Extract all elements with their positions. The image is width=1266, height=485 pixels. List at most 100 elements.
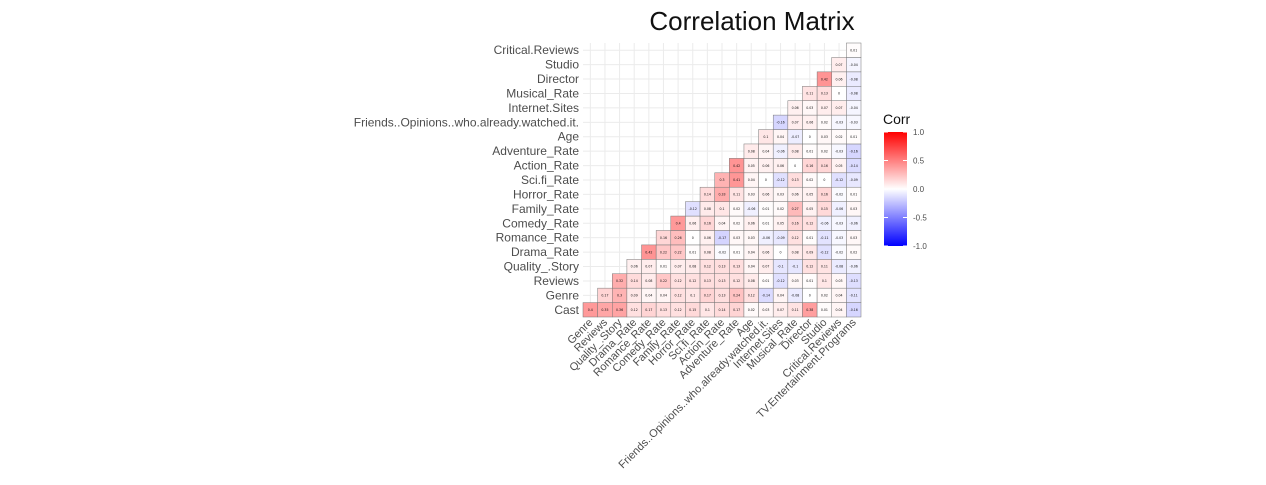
chart-title: Correlation Matrix — [649, 6, 854, 36]
cell-value-label: 0.02 — [821, 294, 828, 298]
cell-value-label: 0.02 — [733, 221, 740, 225]
cell-value-label: 0.22 — [675, 250, 682, 254]
cell-value-label: 0.1 — [822, 279, 827, 283]
cell-value-label: 0 — [809, 294, 811, 298]
cell-value-label: 0.42 — [821, 77, 828, 81]
cell-value-label: 0.02 — [777, 207, 784, 211]
cell-value-label: 0.03 — [850, 236, 857, 240]
cell-value-label: 0.1 — [719, 207, 724, 211]
cell-value-label: -0.06 — [747, 207, 755, 211]
cell-value-label: 0.03 — [850, 207, 857, 211]
cell-value-label: 0.01 — [850, 193, 857, 197]
legend-tick-label: 1.0 — [913, 128, 925, 137]
cell-value-label: 0.07 — [835, 106, 842, 110]
cell-value-label: 0 — [838, 92, 840, 96]
cell-value-label: -0.03 — [835, 236, 843, 240]
cell-value-label: -0.03 — [835, 221, 843, 225]
cell-value-label: 0.12 — [689, 279, 696, 283]
cell-value-label: -0.1 — [777, 265, 783, 269]
cell-value-label: -0.06 — [850, 221, 858, 225]
cell-value-label: 0.06 — [762, 193, 769, 197]
cell-value-label: -0.02 — [835, 250, 843, 254]
cell-value-label: 0.01 — [821, 308, 828, 312]
y-axis-label: Director — [537, 72, 579, 86]
cell-value-label: 0.11 — [821, 265, 828, 269]
cell-value-label: -0.08 — [835, 265, 843, 269]
cell-value-label: 0.16 — [792, 221, 799, 225]
cell-value-label: -0.16 — [850, 149, 858, 153]
legend-tick-label: 0.0 — [913, 185, 925, 194]
cell-value-label: 0.03 — [821, 135, 828, 139]
cell-value-label: 0 — [780, 250, 782, 254]
cell-value-label: 0.4 — [588, 308, 593, 312]
cell-value-label: 0.1 — [690, 294, 695, 298]
cell-value-label: 0.12 — [631, 308, 638, 312]
cell-value-label: 0.02 — [748, 308, 755, 312]
cell-value-label: -0.14 — [850, 164, 858, 168]
cell-value-label: 0.22 — [660, 250, 667, 254]
cell-value-label: 0.06 — [835, 77, 842, 81]
cell-value-label: 0.03 — [748, 236, 755, 240]
cell-value-label: 0.08 — [792, 149, 799, 153]
cell-value-label: 0.41 — [733, 178, 740, 182]
cell-value-label: 0.12 — [675, 279, 682, 283]
cell-value-label: 0.03 — [835, 279, 842, 283]
cell-value-label: 0 — [765, 178, 767, 182]
y-axis-label: Age — [558, 130, 580, 144]
cell-value-label: -0.08 — [791, 294, 799, 298]
y-axis-label: Comedy_Rate — [502, 216, 579, 230]
cell-value-label: 0.02 — [806, 178, 813, 182]
cell-value-label: 0.11 — [733, 193, 740, 197]
cell-value-label: 0.17 — [645, 308, 652, 312]
cell-value-label: 0.15 — [821, 207, 828, 211]
cell-value-label: 0.13 — [718, 279, 725, 283]
y-axis-label: Action_Rate — [514, 159, 580, 173]
cell-value-label: 0.35 — [601, 308, 608, 312]
legend-tick-label: -0.5 — [913, 214, 927, 223]
cell-value-label: -0.11 — [850, 294, 858, 298]
cell-value-label: 0.02 — [733, 207, 740, 211]
cell-value-label: -0.1 — [792, 265, 798, 269]
cell-value-label: 0.3 — [617, 294, 622, 298]
cell-value-label: -0.06 — [820, 221, 828, 225]
cell-value-label: -0.08 — [850, 77, 858, 81]
cell-value-label: 0.12 — [806, 221, 813, 225]
legend: Corr 1.0 0.5 0.0 -0.5 -1.0 — [883, 111, 927, 251]
cell-value-label: 0.36 — [616, 308, 623, 312]
cell-value-label: 0.16 — [704, 221, 711, 225]
cell-value-label: -0.03 — [850, 121, 858, 125]
cell-value-label: 0.08 — [748, 279, 755, 283]
cell-value-label: 0.04 — [762, 149, 769, 153]
y-axis-label: Drama_Rate — [511, 245, 579, 259]
cell-value-label: 0.04 — [748, 265, 755, 269]
cell-value-label: 0.05 — [806, 207, 813, 211]
cell-value-label: 0 — [692, 236, 694, 240]
cell-value-label: -0.04 — [850, 63, 858, 67]
cell-value-label: 0.01 — [850, 48, 857, 52]
cell-value-label: 0.12 — [675, 294, 682, 298]
cell-value-label: 0.13 — [718, 294, 725, 298]
cell-value-label: 0.06 — [792, 193, 799, 197]
cell-value-label: 0.07 — [821, 106, 828, 110]
cell-value-label: -0.09 — [850, 178, 858, 182]
cell-value-label: -0.12 — [689, 207, 697, 211]
cell-value-label: 0.04 — [660, 294, 667, 298]
cell-value-label: 0.06 — [762, 164, 769, 168]
cell-value-label: 0.03 — [792, 279, 799, 283]
y-axis-label: Studio — [545, 58, 579, 72]
cell-value-label: 0.26 — [675, 236, 682, 240]
cell-value-label: 0.13 — [660, 308, 667, 312]
y-axis-label: Family_Rate — [512, 202, 580, 216]
cell-value-label: 0.11 — [792, 308, 799, 312]
cell-value-label: -0.12 — [776, 178, 784, 182]
cell-value-label: 0.16 — [821, 164, 828, 168]
cell-value-label: 0.14 — [718, 308, 725, 312]
cell-value-label: -0.17 — [718, 236, 726, 240]
cell-value-label: 0.13 — [792, 178, 799, 182]
cell-value-label: 0.07 — [645, 265, 652, 269]
cell-value-label: 0.04 — [748, 250, 755, 254]
cell-value-label: 0 — [823, 178, 825, 182]
cell-value-label: 0.04 — [835, 308, 842, 312]
cell-value-label: 0.12 — [748, 294, 755, 298]
